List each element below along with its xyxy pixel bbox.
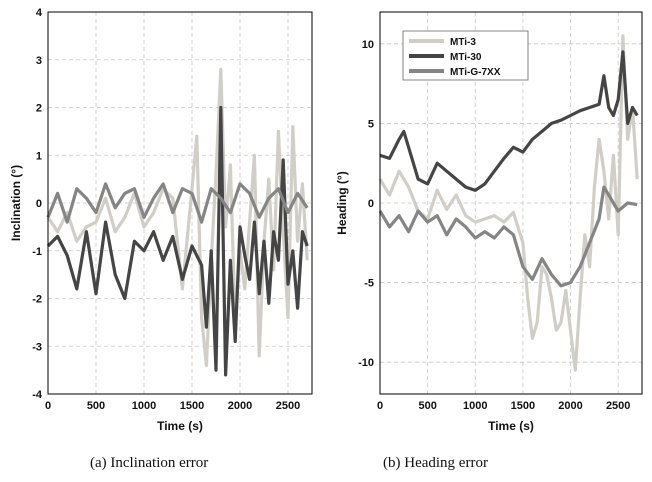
y-tick-label: -2 (32, 294, 42, 306)
caption-inclination: (a) Inclination error (90, 455, 209, 471)
x-tick-label: 1500 (180, 400, 204, 412)
x-axis-label: Time (s) (157, 419, 203, 433)
series-line-mti-3 (46, 67, 309, 367)
y-axis-label: Heading (°) (335, 171, 349, 234)
x-tick-label: 1000 (463, 400, 487, 412)
y-tick-label: -3 (32, 341, 42, 353)
x-tick-label: 2000 (558, 400, 582, 412)
series-lines (46, 67, 309, 377)
y-tick-label: -5 (364, 278, 374, 290)
y-tick-label: -1 (32, 246, 42, 258)
y-axis-label: Inclination (°) (9, 165, 23, 241)
x-tick-label: 1500 (511, 400, 535, 412)
x-tick-label: 0 (377, 400, 383, 412)
y-tick-label: 2 (36, 103, 42, 115)
chart-inclination: 0 500 1000 1500 2000 2500 -4 -3 -2 -1 0 1 2 3 4 Time … (9, 7, 313, 433)
series-line-mti-g-7xx (46, 182, 309, 224)
series-line-mti-3 (378, 34, 639, 372)
y-tick-labels: -4 -3 -2 -1 0 1 2 3 4 (32, 7, 43, 401)
legend: MTi-3 MTi-30 MTi-G-7XX (402, 30, 529, 81)
y-tick-labels: -10 -5 0 5 10 (358, 39, 374, 369)
y-tick-label: -4 (32, 389, 43, 401)
x-tick-label: 0 (45, 400, 51, 412)
caption-heading: (b) Heading error (383, 455, 488, 471)
x-tick-labels: 0 500 1000 1500 2000 2500 (377, 400, 630, 412)
x-tick-label: 2500 (606, 400, 630, 412)
x-tick-labels: 0 500 1000 1500 2000 2500 (45, 400, 300, 412)
y-tick-label: 0 (368, 198, 374, 210)
y-tick-label: 1 (36, 150, 42, 162)
series-line-mti-g-7xx (378, 185, 638, 288)
series-line-mti-30 (379, 50, 639, 192)
plot-frame (47, 11, 313, 395)
x-tick-label: 2000 (228, 400, 252, 412)
y-tick-label: -10 (358, 357, 374, 369)
series-line-mti-30 (46, 105, 309, 377)
y-tick-label: 3 (36, 55, 42, 67)
x-tick-label: 500 (418, 400, 436, 412)
plot-frame (379, 11, 643, 395)
grid (47, 11, 312, 395)
y-tick-label: 5 (368, 118, 374, 130)
y-tick-label: 10 (362, 39, 374, 51)
x-tick-label: 1000 (132, 400, 156, 412)
legend-label-mti-g-7xx: MTi-G-7XX (450, 67, 501, 78)
legend-label-mti-3: MTi-3 (450, 37, 476, 48)
legend-label-mti-30: MTi-30 (450, 52, 482, 63)
series-lines (378, 34, 639, 372)
y-tick-label: 4 (36, 7, 43, 19)
x-tick-label: 500 (87, 400, 105, 412)
x-axis-label: Time (s) (488, 419, 534, 433)
x-tick-label: 2500 (276, 400, 300, 412)
y-tick-label: 0 (36, 198, 42, 210)
